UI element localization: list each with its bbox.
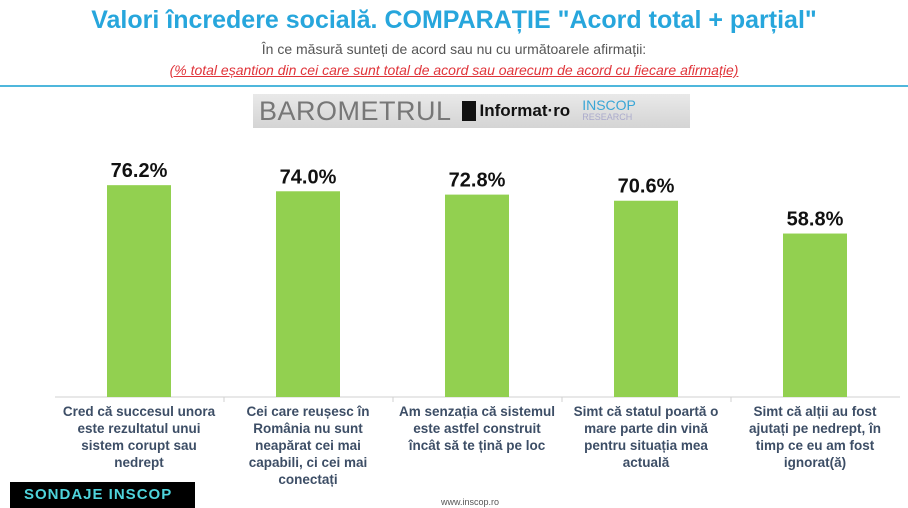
- informat-icon: [461, 101, 476, 121]
- website-url: www.inscop.ro: [440, 497, 500, 507]
- data-label: 72.8%: [449, 170, 506, 192]
- logo-informat: Informat·ro: [461, 101, 570, 121]
- barometer-logo: BAROMETRUL Informat·ro INSCOP RESEARCH: [253, 94, 690, 128]
- data-label: 70.6%: [618, 176, 675, 198]
- bar: [614, 200, 678, 397]
- chart-note: (% total eșantion din cei care sunt tota…: [169, 62, 739, 78]
- category-label: Am senzația că sistemul este astfel cons…: [398, 404, 556, 453]
- data-label: 58.8%: [787, 209, 844, 231]
- chart-title: Valori încredere socială. COMPARAȚIE "Ac…: [91, 6, 817, 34]
- logo-barometer: BAROMETRUL: [259, 95, 452, 126]
- category-label: Cei care reușesc în România nu sunt neap…: [246, 404, 370, 487]
- sondaje-badge: SONDAJE INSCOP: [10, 482, 195, 508]
- category-label: Cred că succesul unora este rezultatul u…: [62, 404, 216, 470]
- bar: [107, 185, 171, 397]
- chart-subtitle: În ce măsură sunteți de acord sau nu cu …: [261, 41, 647, 57]
- bar: [276, 191, 340, 397]
- category-label: Simt că alții au fost ajutați pe nedrept…: [748, 404, 881, 470]
- divider: [0, 85, 908, 87]
- data-label: 74.0%: [280, 166, 337, 188]
- category-label: Simt că statul poartă o mare parte din v…: [573, 404, 719, 470]
- bar: [783, 233, 847, 397]
- logo-inscop: INSCOP RESEARCH: [582, 97, 636, 122]
- bar: [445, 194, 509, 397]
- data-label: 76.2%: [111, 160, 168, 182]
